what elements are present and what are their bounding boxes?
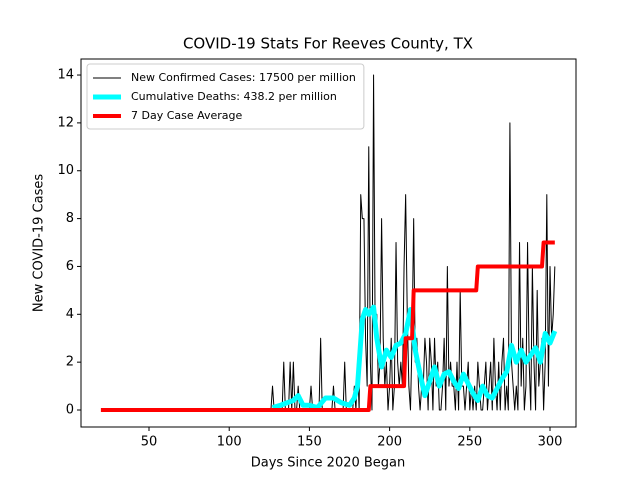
- y-tick-label: 8: [66, 211, 74, 226]
- series-line: [100, 240, 555, 413]
- y-tick-label: 2: [66, 355, 74, 370]
- y-tick-label: 4: [66, 307, 74, 322]
- series-line: [271, 304, 558, 411]
- legend-label: New Confirmed Cases: 17500 per million: [131, 71, 356, 84]
- plot-area: [100, 74, 558, 413]
- y-axis-label: New COVID-19 Cases: [32, 174, 47, 312]
- x-axis-label: Days Since 2020 Began: [251, 456, 406, 471]
- x-tick-label: 50: [141, 435, 158, 450]
- legend-label: Cumulative Deaths: 438.2 per million: [131, 90, 337, 103]
- y-tick-label: 10: [57, 163, 74, 178]
- y-tick-label: 6: [66, 259, 74, 274]
- y-tick-label: 12: [57, 115, 74, 130]
- y-tick-label: 0: [66, 403, 74, 418]
- y-tick-label: 14: [57, 68, 74, 83]
- legend: New Confirmed Cases: 17500 per million Cu…: [86, 63, 365, 130]
- legend-box: [86, 63, 365, 130]
- x-tick-label: 100: [217, 435, 242, 450]
- legend-label: 7 Day Case Average: [131, 109, 243, 122]
- axes-frame: [80, 58, 577, 428]
- x-tick-label: 200: [377, 435, 402, 450]
- chart-title: COVID-19 Stats For Reeves County, TX: [183, 35, 473, 53]
- x-tick-label: 150: [297, 435, 322, 450]
- x-tick-label: 250: [457, 435, 482, 450]
- x-tick-label: 300: [538, 435, 563, 450]
